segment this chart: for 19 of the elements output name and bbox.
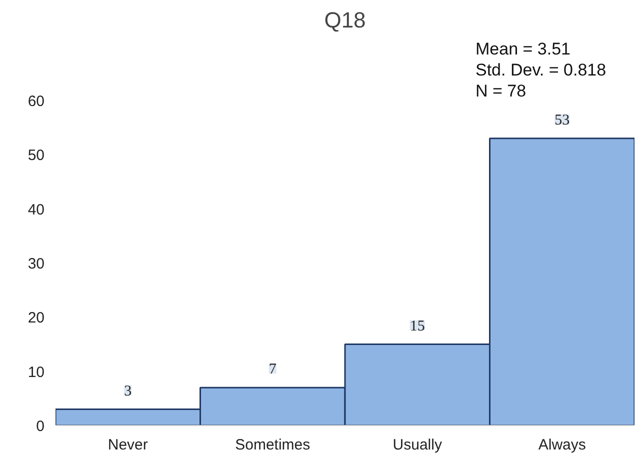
y-tick-label: 0 <box>36 418 44 435</box>
data-label: 7 <box>268 362 277 378</box>
text: Std. Dev. = 0.818 <box>476 60 606 80</box>
x-tick-label: Never <box>108 436 148 454</box>
chart-title: Q18 <box>324 8 366 32</box>
x-tick-label: Always <box>538 436 586 454</box>
x-tick-label: Sometimes <box>235 436 310 454</box>
y-tick-label: 30 <box>28 256 45 272</box>
y-tick-label: 60 <box>28 93 45 110</box>
text: N = 78 <box>476 82 526 100</box>
y-tick-label: 50 <box>28 147 45 164</box>
data-label: 53 <box>554 112 570 128</box>
y-tick-label: 10 <box>28 364 45 381</box>
data-label: 3 <box>124 383 132 400</box>
y-tick-label: 20 <box>28 310 45 327</box>
text: Mean = 3.51 <box>476 40 570 58</box>
x-tick-label: Usually <box>392 436 442 454</box>
data-label: 15 <box>410 318 425 334</box>
y-tick-label: 40 <box>28 201 45 218</box>
